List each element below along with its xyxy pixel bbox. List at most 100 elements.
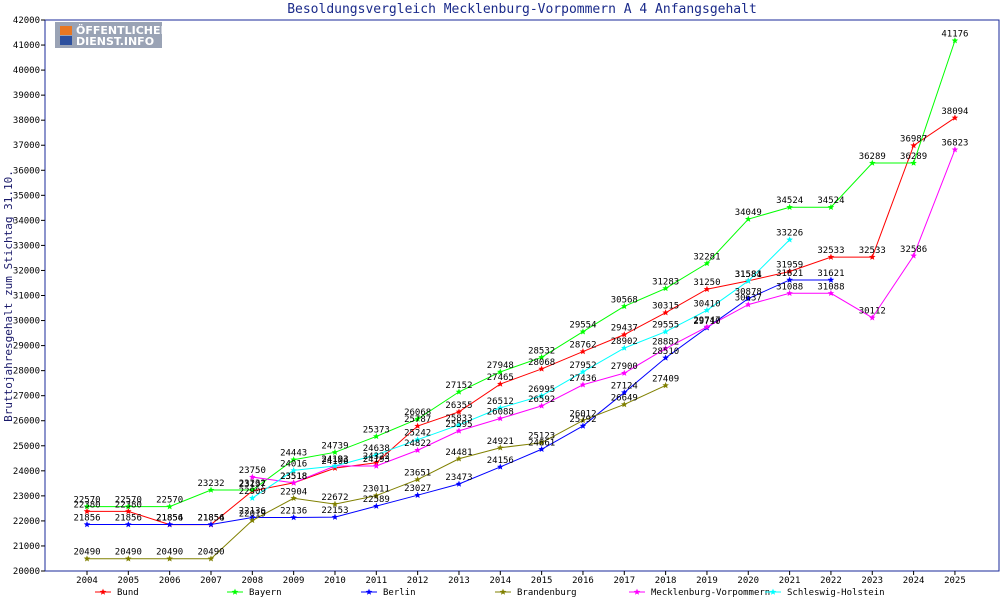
y-tick-label: 22000: [13, 517, 40, 527]
series-line: [252, 149, 956, 484]
data-label: 31621: [776, 269, 803, 279]
y-tick-label: 38000: [13, 116, 40, 126]
data-point: [249, 486, 256, 493]
data-point: [745, 277, 752, 284]
y-tick-label: 29000: [13, 342, 40, 352]
data-point: [951, 146, 959, 153]
data-point: [951, 37, 959, 44]
data-point: [538, 392, 545, 399]
data-point: [827, 276, 835, 283]
data-point: [538, 439, 545, 446]
data-label: 24156: [487, 456, 514, 466]
data-label: 29555: [652, 321, 679, 331]
data-label: 29747: [693, 316, 720, 326]
data-point: [579, 328, 587, 335]
data-label: 22153: [321, 506, 348, 516]
data-label: 22570: [115, 496, 142, 506]
series-line: [87, 40, 956, 508]
data-label: 25787: [404, 415, 431, 425]
legend-item: Bayern: [227, 588, 282, 598]
data-point: [703, 260, 711, 267]
data-label: 33226: [776, 229, 803, 239]
data-label: 29710: [693, 317, 720, 327]
data-point: [373, 462, 380, 469]
data-label: 31250: [693, 278, 720, 288]
data-label: 26012: [569, 409, 596, 419]
data-point: [662, 382, 669, 389]
data-label: 26088: [487, 408, 514, 418]
data-point: [331, 448, 339, 456]
data-point: [621, 344, 628, 351]
legend-swatch-marker: [99, 588, 107, 595]
data-point: [455, 388, 463, 395]
data-label: 20490: [73, 548, 100, 558]
x-tick-label: 2025: [944, 576, 966, 586]
data-label: 28510: [652, 347, 679, 357]
data-point: [455, 480, 463, 487]
data-point: [869, 314, 876, 321]
x-tick-label: 2022: [820, 576, 842, 586]
data-point: [910, 159, 917, 166]
data-point: [745, 301, 752, 308]
data-point: [414, 491, 421, 498]
data-point: [331, 500, 339, 507]
y-tick-label: 26000: [13, 417, 40, 427]
y-tick-label: 28000: [13, 367, 40, 377]
x-axis: 2004 2005 2006 2007 2008 2009 2010 2011 2012 2013…: [76, 571, 966, 586]
x-tick-label: 2013: [448, 576, 470, 586]
data-label: 24193: [321, 455, 348, 465]
data-label: 25242: [404, 429, 431, 439]
data-label: 25792: [569, 415, 596, 425]
data-label: 27900: [611, 362, 638, 372]
data-label: 23518: [280, 472, 307, 482]
y-tick-label: 23000: [13, 492, 40, 502]
data-point: [455, 427, 463, 434]
x-tick-label: 2017: [613, 576, 635, 586]
y-tick-label: 24000: [13, 467, 40, 477]
x-tick-label: 2005: [117, 576, 139, 586]
data-label: 27152: [445, 381, 472, 391]
legend-swatch-marker: [499, 588, 507, 595]
y-tick-label: 21000: [13, 542, 40, 552]
data-label: 23011: [363, 485, 390, 495]
data-label: 22380: [73, 500, 100, 510]
data-label: 32533: [859, 246, 886, 256]
data-label: 21854: [156, 514, 183, 524]
data-label: 31088: [776, 282, 803, 292]
data-label: 38094: [941, 107, 968, 117]
data-label: 22672: [321, 493, 348, 503]
series-bayern: [83, 37, 959, 510]
y-axis-label: Bruttojahresgehalt zum Stichtag 31.10.: [2, 170, 15, 422]
data-point: [703, 323, 711, 330]
data-label: 32586: [900, 245, 927, 255]
legend-label: Brandenburg: [517, 588, 577, 598]
data-point: [497, 380, 504, 387]
data-point: [745, 215, 752, 222]
data-label: 23473: [445, 473, 472, 483]
y-tick-label: 42000: [13, 16, 40, 26]
data-point: [249, 517, 256, 524]
data-point: [662, 309, 669, 316]
data-label: 28902: [611, 337, 638, 347]
data-label: 25595: [445, 420, 472, 430]
data-point: [579, 381, 587, 388]
data-point: [869, 253, 876, 260]
data-label: 27409: [652, 374, 679, 384]
data-point: [786, 268, 793, 275]
legend-item: Brandenburg: [495, 588, 577, 598]
data-label: 36289: [900, 152, 927, 162]
x-tick-label: 2014: [489, 576, 511, 586]
x-tick-label: 2016: [572, 576, 594, 586]
data-point: [621, 302, 628, 310]
data-label: 23518: [280, 472, 307, 482]
data-point: [166, 503, 173, 510]
data-label: 31088: [817, 282, 844, 292]
data-label: 27436: [569, 374, 596, 384]
data-label: 27952: [569, 361, 596, 371]
legend-item: Berlin: [361, 588, 416, 598]
data-point: [951, 114, 959, 121]
data-point: [455, 408, 463, 415]
y-tick-label: 20000: [13, 567, 40, 577]
x-tick-label: 2021: [779, 576, 801, 586]
